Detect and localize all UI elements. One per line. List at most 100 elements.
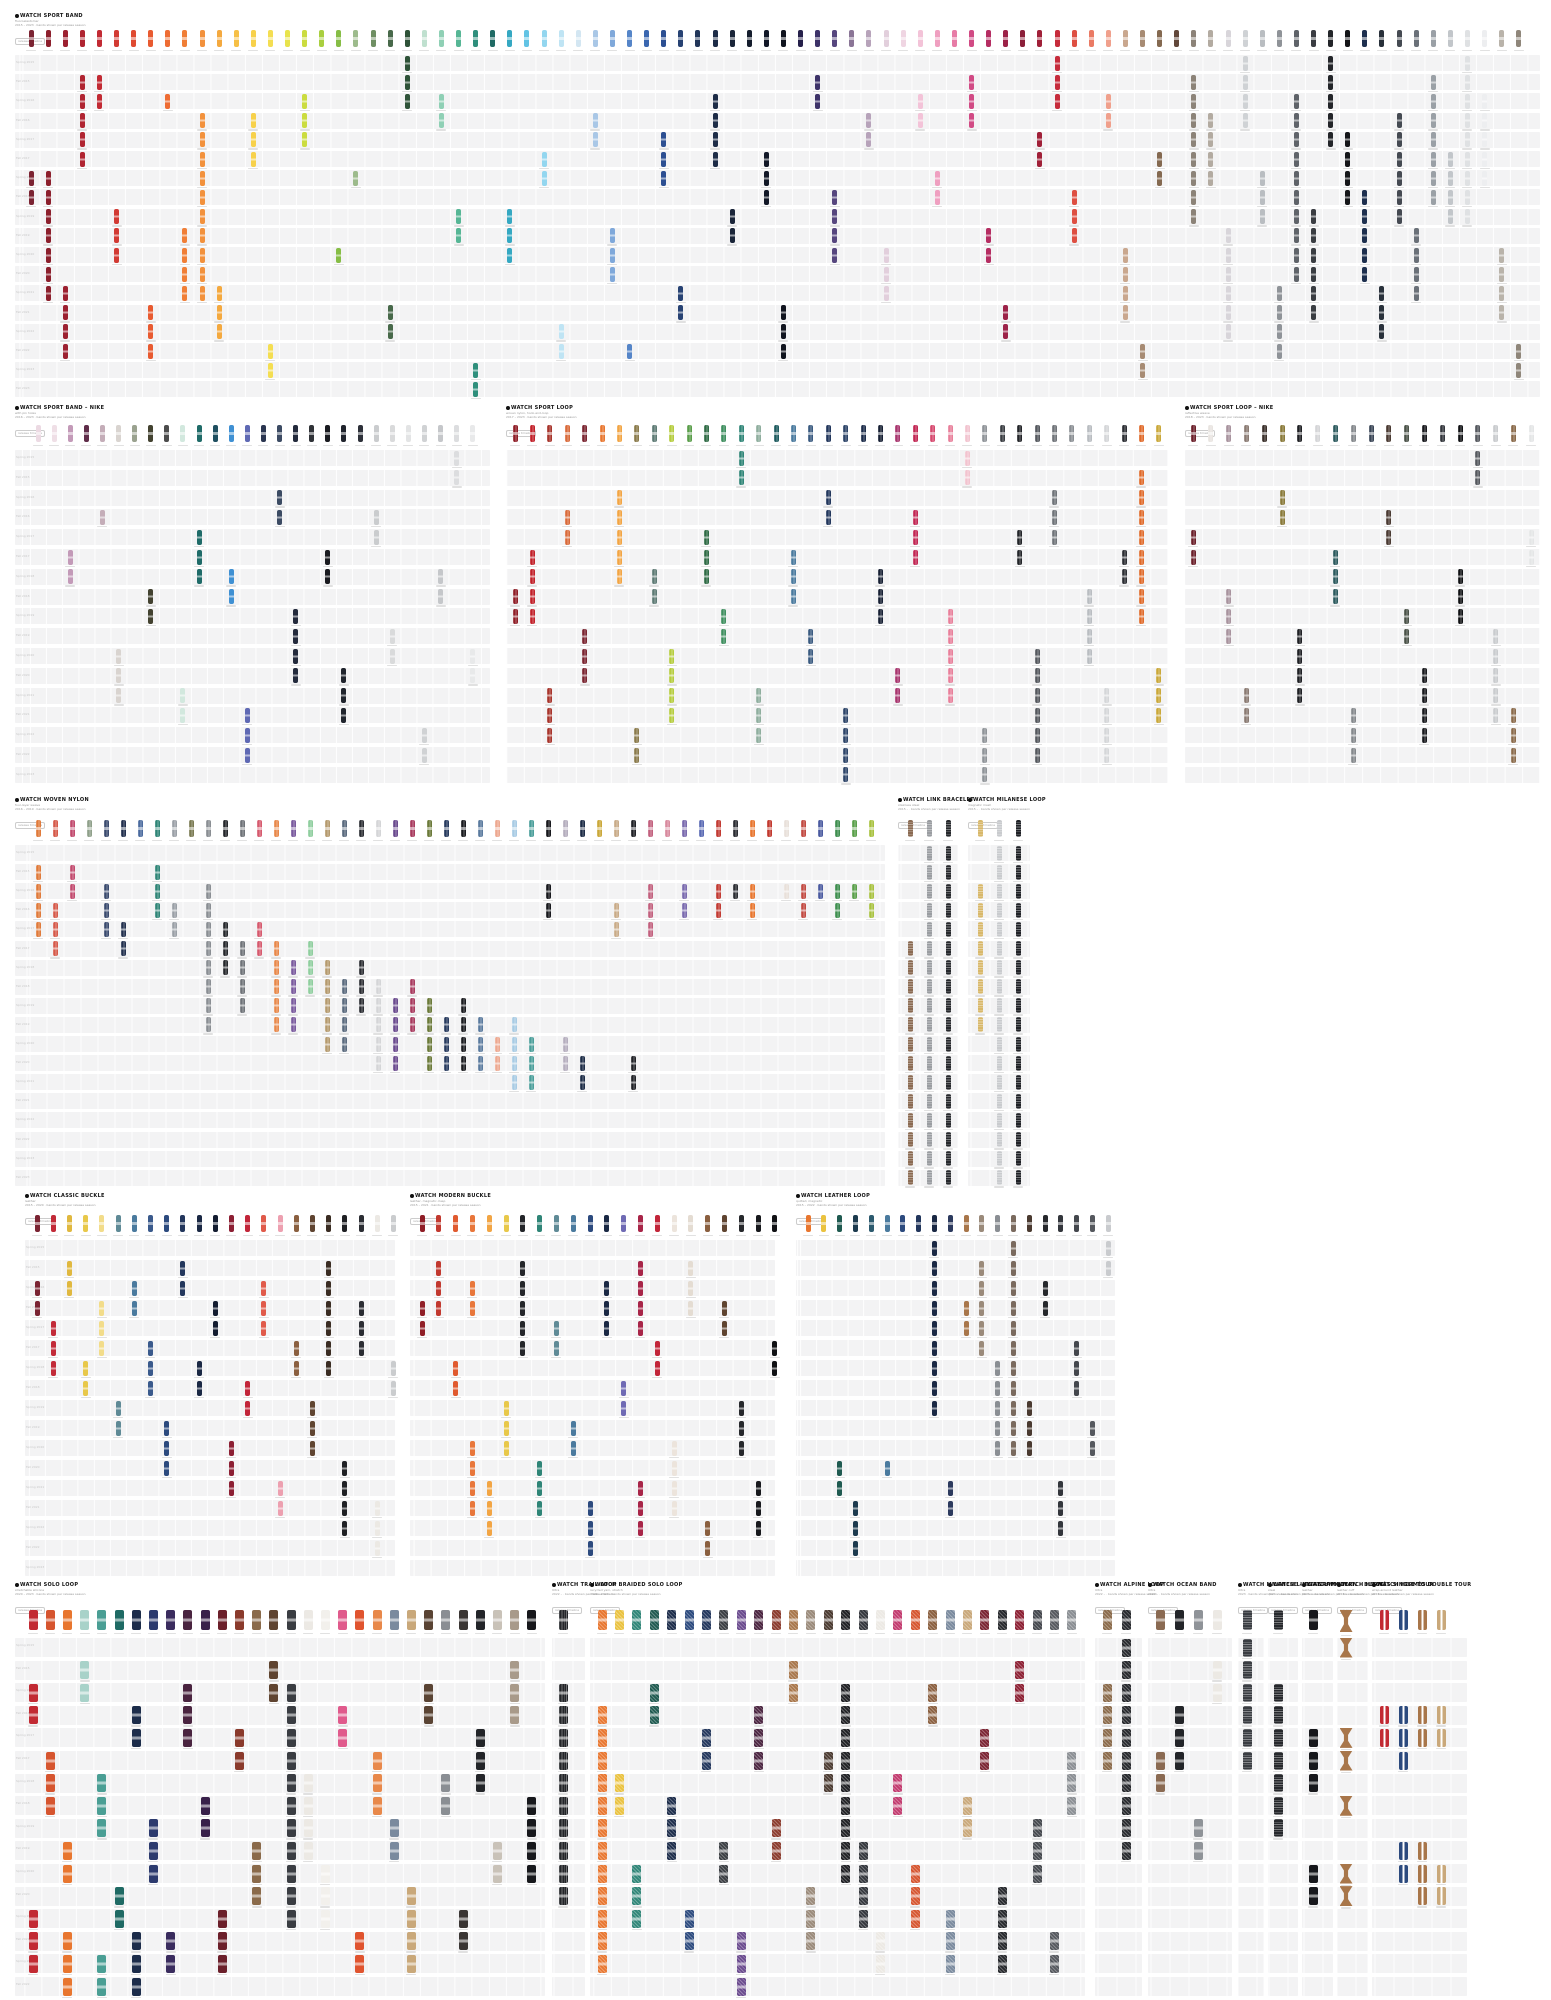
band-glyph-braided-solo-loop: [701, 1751, 711, 1770]
band-caption: [1379, 1632, 1389, 1634]
band-caption: [628, 1071, 638, 1074]
band-glyph-sport-band-nike: [373, 529, 379, 545]
season-row: [796, 1360, 1115, 1376]
panel-brand-title: WATCH MODERN – BLACK: [1302, 1582, 1384, 1588]
band-caption: [544, 444, 555, 446]
band-caption: [875, 1951, 886, 1953]
column-header-band-leather-loop: [931, 1215, 937, 1232]
band-caption: [26, 186, 36, 189]
band-caption: [322, 444, 333, 446]
band-caption: [509, 1702, 520, 1705]
band-glyph-leather-loop: [1105, 1240, 1111, 1256]
band-caption: [1479, 186, 1490, 189]
band-caption: [81, 444, 92, 446]
band-caption: [1490, 684, 1501, 686]
band-caption: [114, 1928, 124, 1931]
band-caption: [214, 321, 225, 323]
band-glyph-braided-solo-loop: [875, 1954, 885, 1973]
band-caption: [719, 1336, 730, 1338]
band-glyph-sport-band: [1413, 266, 1419, 282]
band-caption: [424, 1014, 434, 1016]
band-caption: [823, 1632, 834, 1634]
band-glyph-solo-loop: [80, 1683, 90, 1702]
band-caption: [407, 1033, 417, 1035]
band-glyph-modern-buckle: [436, 1300, 442, 1316]
band-caption: [924, 1109, 934, 1112]
band-caption: [1462, 225, 1473, 227]
band-caption: [1274, 301, 1285, 304]
band-caption: [45, 1793, 56, 1795]
band-glyph-sport-loop-nike: [1350, 727, 1356, 743]
band-glyph-modern-buckle: [755, 1480, 761, 1496]
band-caption: [992, 1396, 1003, 1398]
band-caption: [390, 839, 400, 841]
season-row: [796, 1520, 1115, 1536]
band-glyph-leather-loop: [1010, 1400, 1016, 1416]
season-row: [1095, 1818, 1142, 1838]
band-glyph-sport-band: [79, 151, 85, 167]
band-glyph-braided-solo-loop: [684, 1909, 694, 1928]
band-caption: [560, 1052, 570, 1054]
band-caption: [1032, 704, 1042, 706]
band-caption: [372, 1793, 382, 1795]
column-header-band-leather-loop: [916, 1215, 922, 1232]
column-header-band-sport-band-nike: [373, 425, 379, 442]
band-caption: [966, 129, 977, 131]
band-glyph-classic-buckle: [147, 1380, 153, 1396]
band-caption: [197, 225, 207, 227]
band-caption: [829, 205, 840, 208]
band-caption: [79, 1702, 90, 1705]
column-header-band-hermes-double-tour: [1379, 1610, 1389, 1630]
band-glyph-woven-nylon: [647, 902, 653, 918]
band-caption: [1417, 1860, 1427, 1863]
band-caption: [286, 1860, 296, 1863]
band-glyph-sport-band: [199, 113, 205, 129]
band-caption: [234, 1747, 245, 1750]
season-row: [1337, 1683, 1368, 1703]
band-caption: [696, 839, 706, 841]
column-header-band-classic-buckle: [66, 1215, 72, 1232]
band-glyph-leather-loop: [1058, 1480, 1064, 1496]
band-glyph-modern-buckle: [469, 1280, 475, 1296]
band-caption: [131, 1747, 142, 1750]
band-caption: [652, 1234, 663, 1236]
band-caption: [1013, 1167, 1023, 1169]
band-glyph-sport-band: [114, 247, 119, 263]
band-caption: [286, 1883, 296, 1885]
season-row: [15, 747, 490, 763]
band-glyph-sport-loop: [825, 509, 831, 525]
season-row: [15, 549, 490, 565]
band-caption: [747, 839, 757, 841]
band-caption: [624, 49, 635, 51]
band-caption: [761, 49, 772, 51]
band-caption: [579, 644, 590, 647]
band-glyph-solo-loop: [320, 1864, 330, 1883]
band-glyph-leather-loop: [884, 1460, 890, 1476]
band-caption: [194, 565, 204, 567]
band-caption: [200, 1632, 210, 1634]
band-caption: [1508, 763, 1519, 765]
panel-modern-buckle: WATCH MODERN BUCKLE leather, magnetic cla…: [410, 1193, 780, 1580]
band-caption: [1259, 444, 1270, 446]
season-row: [15, 1705, 545, 1725]
band-caption: [458, 1951, 468, 1953]
band-caption: [975, 839, 985, 841]
band-glyph-milanese-loop: [1015, 1151, 1021, 1167]
band-caption: [882, 1476, 892, 1478]
panel-subtitle-2: 2017 – 2023 · bands shown per release se…: [506, 415, 577, 419]
band-caption: [440, 1632, 451, 1634]
band-caption: [892, 1632, 903, 1634]
band-caption: [501, 1234, 511, 1236]
band-caption: [1084, 624, 1095, 627]
column-header-band-sport-band: [1447, 30, 1453, 47]
band-caption: [504, 225, 515, 227]
season-row: [1095, 1931, 1142, 1951]
season-row: [15, 1093, 885, 1110]
season-row-label: Spring 2022: [16, 1117, 35, 1122]
season-row: [15, 727, 490, 744]
band-caption: [50, 957, 60, 959]
band-glyph-braided-solo-loop: [945, 1932, 955, 1951]
band-glyph-link-bracelet: [907, 998, 913, 1014]
band-glyph-woven-nylon: [562, 1036, 568, 1052]
band-caption: [492, 1052, 502, 1054]
